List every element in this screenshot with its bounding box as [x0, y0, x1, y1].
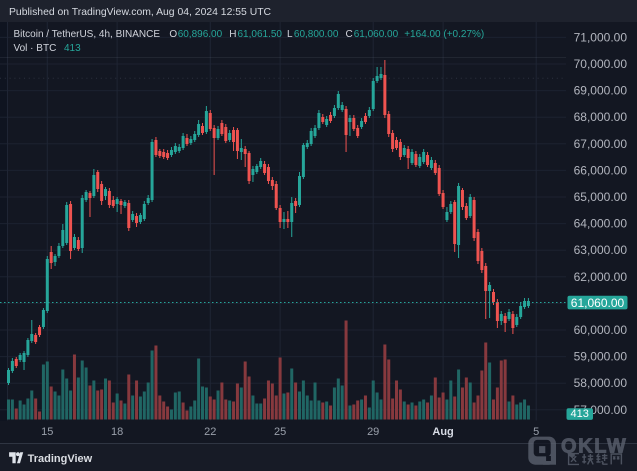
svg-text:Aug: Aug — [432, 426, 453, 438]
svg-text:61,061.50: 61,061.50 — [238, 29, 283, 40]
svg-text:O: O — [169, 29, 177, 40]
svg-text:60,896.00: 60,896.00 — [178, 29, 223, 40]
svg-text:69,000.00: 69,000.00 — [574, 84, 628, 98]
svg-text:Published on TradingView.com,: Published on TradingView.com, Aug 04, 20… — [9, 7, 272, 18]
svg-text:64,000.00: 64,000.00 — [574, 217, 628, 231]
svg-text:60,000.00: 60,000.00 — [574, 323, 628, 337]
svg-text:65,000.00: 65,000.00 — [574, 190, 628, 204]
svg-text:61,060.00: 61,060.00 — [571, 296, 625, 310]
svg-text:H: H — [229, 29, 236, 40]
svg-text:+164.00 (+0.27%): +164.00 (+0.27%) — [404, 29, 484, 40]
svg-text:22: 22 — [204, 426, 216, 438]
svg-text:60,800.00: 60,800.00 — [294, 29, 339, 40]
svg-text:15: 15 — [41, 426, 53, 438]
svg-text:67,000.00: 67,000.00 — [574, 137, 628, 151]
svg-text:61,060.00: 61,060.00 — [354, 29, 399, 40]
svg-text:59,000.00: 59,000.00 — [574, 350, 628, 364]
svg-text:68,000.00: 68,000.00 — [574, 110, 628, 124]
svg-text:29: 29 — [367, 426, 379, 438]
svg-text:70,000.00: 70,000.00 — [574, 57, 628, 71]
svg-text:Vol · BTC: Vol · BTC — [14, 43, 57, 54]
svg-text:5: 5 — [533, 426, 539, 438]
svg-text:QKLW: QKLW — [561, 436, 627, 458]
svg-text:18: 18 — [111, 426, 123, 438]
svg-text:63,000.00: 63,000.00 — [574, 243, 628, 257]
svg-text:413: 413 — [571, 408, 589, 420]
svg-text:62,000.00: 62,000.00 — [574, 270, 628, 284]
svg-text:Bitcoin / TetherUS, 4h, BINANC: Bitcoin / TetherUS, 4h, BINANCE — [14, 29, 161, 40]
svg-text:71,000.00: 71,000.00 — [574, 30, 628, 44]
svg-text:66,000.00: 66,000.00 — [574, 163, 628, 177]
svg-text:25: 25 — [274, 426, 286, 438]
svg-text:C: C — [346, 29, 353, 40]
svg-text:TradingView: TradingView — [28, 453, 93, 465]
svg-text:413: 413 — [64, 43, 81, 54]
svg-text:58,000.00: 58,000.00 — [574, 376, 628, 390]
svg-text:L: L — [287, 29, 293, 40]
